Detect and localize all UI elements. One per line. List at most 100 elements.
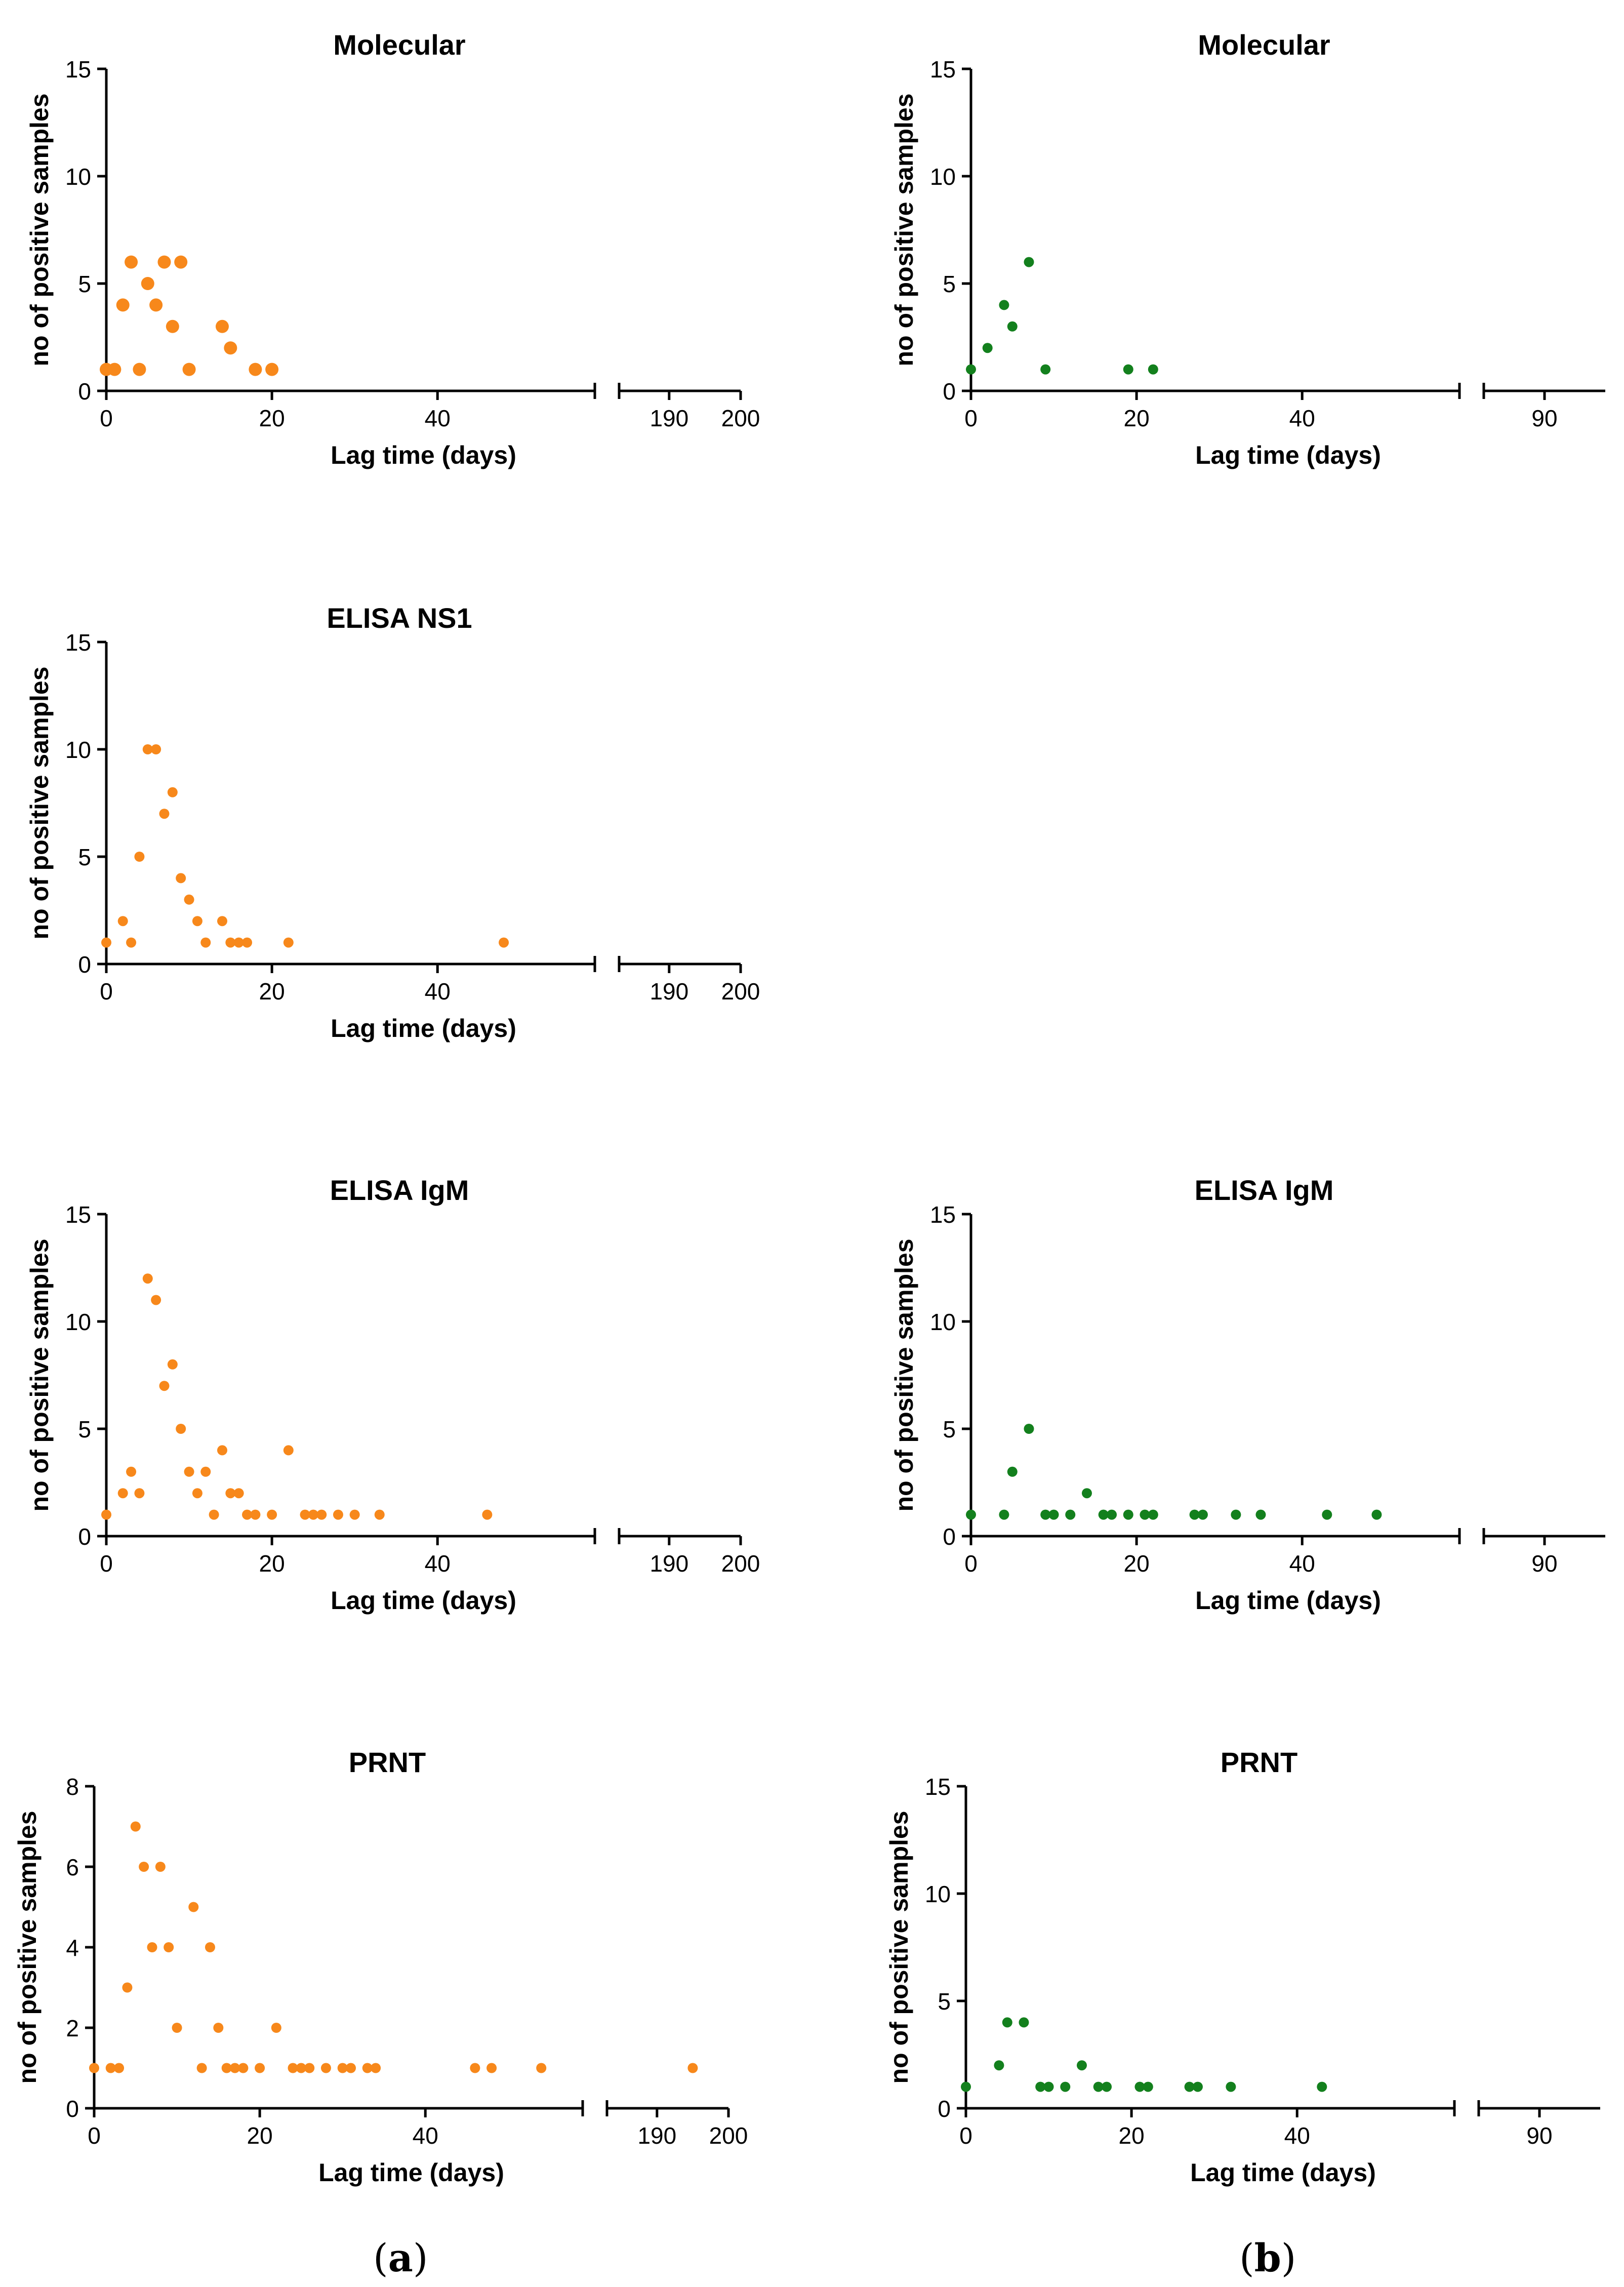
data-point bbox=[1060, 2081, 1071, 2092]
data-point bbox=[349, 1509, 360, 1520]
y-tick-label: 5 bbox=[78, 1416, 91, 1442]
data-point bbox=[172, 2023, 182, 2033]
data-point bbox=[196, 2063, 207, 2073]
data-point bbox=[1317, 2081, 1327, 2092]
data-point bbox=[215, 319, 229, 333]
x-tick-label: 20 bbox=[259, 978, 285, 1005]
data-point bbox=[242, 937, 253, 948]
x-tick-label: 20 bbox=[259, 405, 285, 431]
data-point bbox=[1024, 1424, 1034, 1434]
x-axis-label: Lag time (days) bbox=[1190, 2158, 1376, 2187]
data-point bbox=[176, 1424, 186, 1434]
y-tick-label: 5 bbox=[78, 844, 91, 870]
data-point bbox=[300, 1509, 310, 1520]
data-point bbox=[337, 2063, 348, 2073]
y-tick-label: 5 bbox=[943, 1416, 956, 1442]
x-tick-label: 190 bbox=[649, 405, 688, 431]
data-point bbox=[122, 1982, 133, 1993]
x-axis-label: Lag time (days) bbox=[331, 441, 516, 469]
data-point bbox=[296, 2063, 306, 2073]
data-point bbox=[230, 2063, 240, 2073]
panel-label-b: (b) bbox=[1239, 2235, 1296, 2280]
x-tick-label: 90 bbox=[1526, 2122, 1552, 2149]
data-point bbox=[308, 1509, 318, 1520]
y-tick-label: 5 bbox=[943, 271, 956, 297]
data-point bbox=[486, 2063, 497, 2073]
data-point bbox=[1035, 2081, 1046, 2092]
data-point bbox=[151, 1295, 161, 1305]
y-tick-label: 15 bbox=[65, 1201, 91, 1228]
x-tick-label: 200 bbox=[721, 1550, 760, 1577]
data-point bbox=[267, 1509, 277, 1520]
data-point bbox=[1148, 364, 1158, 375]
data-point bbox=[1076, 2060, 1087, 2071]
data-point bbox=[1226, 2081, 1236, 2092]
y-tick-label: 10 bbox=[930, 164, 956, 190]
y-tick-label: 10 bbox=[65, 737, 91, 763]
x-tick-label: 0 bbox=[100, 1550, 113, 1577]
data-point bbox=[320, 2063, 331, 2073]
y-tick-label: 0 bbox=[943, 378, 956, 405]
data-point bbox=[1098, 1509, 1109, 1520]
data-point bbox=[101, 937, 111, 948]
y-tick-label: 0 bbox=[78, 1523, 91, 1550]
data-point bbox=[961, 2081, 971, 2092]
data-point bbox=[233, 1488, 244, 1499]
data-point bbox=[116, 298, 130, 312]
data-point bbox=[994, 2060, 1004, 2071]
data-point bbox=[238, 2063, 249, 2073]
data-point bbox=[250, 1509, 261, 1520]
y-tick-label: 0 bbox=[938, 2096, 951, 2122]
data-point bbox=[1081, 1488, 1092, 1499]
x-tick-label: 40 bbox=[413, 2122, 438, 2149]
data-point bbox=[333, 1509, 343, 1520]
data-point bbox=[999, 300, 1009, 310]
data-point bbox=[1002, 2017, 1012, 2028]
chart-title: ELISA NS1 bbox=[327, 602, 472, 634]
data-point bbox=[1143, 2081, 1153, 2092]
x-tick-label: 190 bbox=[649, 1550, 688, 1577]
data-point bbox=[159, 1381, 170, 1391]
data-point bbox=[1007, 321, 1018, 332]
data-point bbox=[184, 1466, 194, 1477]
y-axis-label: no of positive samples bbox=[885, 1811, 913, 2083]
data-point bbox=[225, 1488, 236, 1499]
data-point bbox=[89, 2063, 99, 2073]
x-axis-label: Lag time (days) bbox=[1195, 441, 1381, 469]
x-tick-label: 40 bbox=[425, 405, 451, 431]
data-point bbox=[221, 2063, 232, 2073]
data-point bbox=[1184, 2081, 1195, 2092]
y-tick-label: 0 bbox=[66, 2096, 79, 2122]
chart-b-prnt: PRNT 0 5 10 15 no of positive samples 0 20 40 90 L… bbox=[885, 1746, 1600, 2187]
data-point bbox=[1007, 1466, 1018, 1477]
data-point bbox=[217, 916, 227, 927]
data-point bbox=[1192, 2081, 1203, 2092]
y-tick-label: 10 bbox=[65, 164, 91, 190]
y-tick-label: 6 bbox=[66, 1854, 79, 1880]
data-point bbox=[205, 1942, 215, 1952]
data-point bbox=[687, 2063, 698, 2073]
chart-a-molecular: Molecular 0 5 10 15 no of positive samples 0 20… bbox=[25, 29, 760, 469]
data-point bbox=[188, 1902, 199, 1912]
data-point bbox=[288, 2063, 298, 2073]
x-tick-label: 20 bbox=[1119, 2122, 1145, 2149]
data-point bbox=[134, 1488, 145, 1499]
data-point bbox=[117, 916, 128, 927]
data-point bbox=[166, 319, 179, 333]
data-point bbox=[1065, 1509, 1076, 1520]
data-point bbox=[155, 1862, 166, 1872]
y-tick-label: 0 bbox=[78, 378, 91, 405]
chart-title: Molecular bbox=[333, 29, 465, 61]
data-point bbox=[126, 937, 137, 948]
y-axis-label: no of positive samples bbox=[25, 666, 54, 939]
data-point bbox=[192, 1488, 202, 1499]
chart-a-elisa-igm: ELISA IgM 0 5 10 15 no of positive samples 0 20… bbox=[25, 1174, 760, 1615]
y-tick-label: 0 bbox=[78, 951, 91, 978]
y-axis-label: no of positive samples bbox=[25, 93, 54, 366]
data-point bbox=[499, 937, 509, 948]
y-tick-label: 10 bbox=[930, 1309, 956, 1335]
data-point bbox=[167, 787, 178, 797]
data-point bbox=[157, 255, 171, 269]
data-point bbox=[117, 1488, 128, 1499]
